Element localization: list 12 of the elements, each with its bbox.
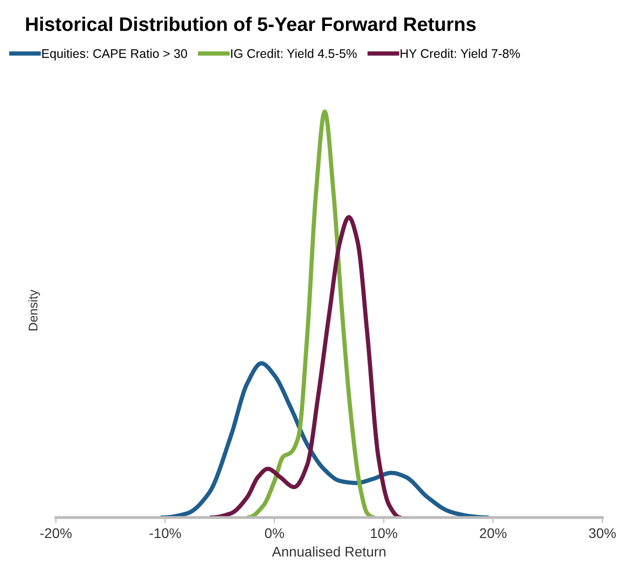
- x-tick-label: 0%: [264, 528, 284, 538]
- x-tick-label: -10%: [150, 528, 181, 538]
- x-tick-label: 30%: [589, 528, 616, 538]
- x-axis-title: Annualised Return: [272, 546, 386, 557]
- x-tick-label: -20%: [40, 528, 72, 538]
- legend-label: IG Credit: Yield 4.5-5%: [231, 48, 357, 58]
- chart-title: Historical Distribution of 5-Year Forward Returns: [26, 16, 476, 32]
- legend-label: Equities: CAPE Ratio > 30: [42, 48, 188, 60]
- legend-label: HY Credit: Yield 7-8%: [400, 48, 520, 58]
- y-axis-title: Density: [28, 290, 40, 330]
- x-tick-label: 20%: [480, 528, 506, 538]
- x-tick-label: 10%: [370, 528, 398, 538]
